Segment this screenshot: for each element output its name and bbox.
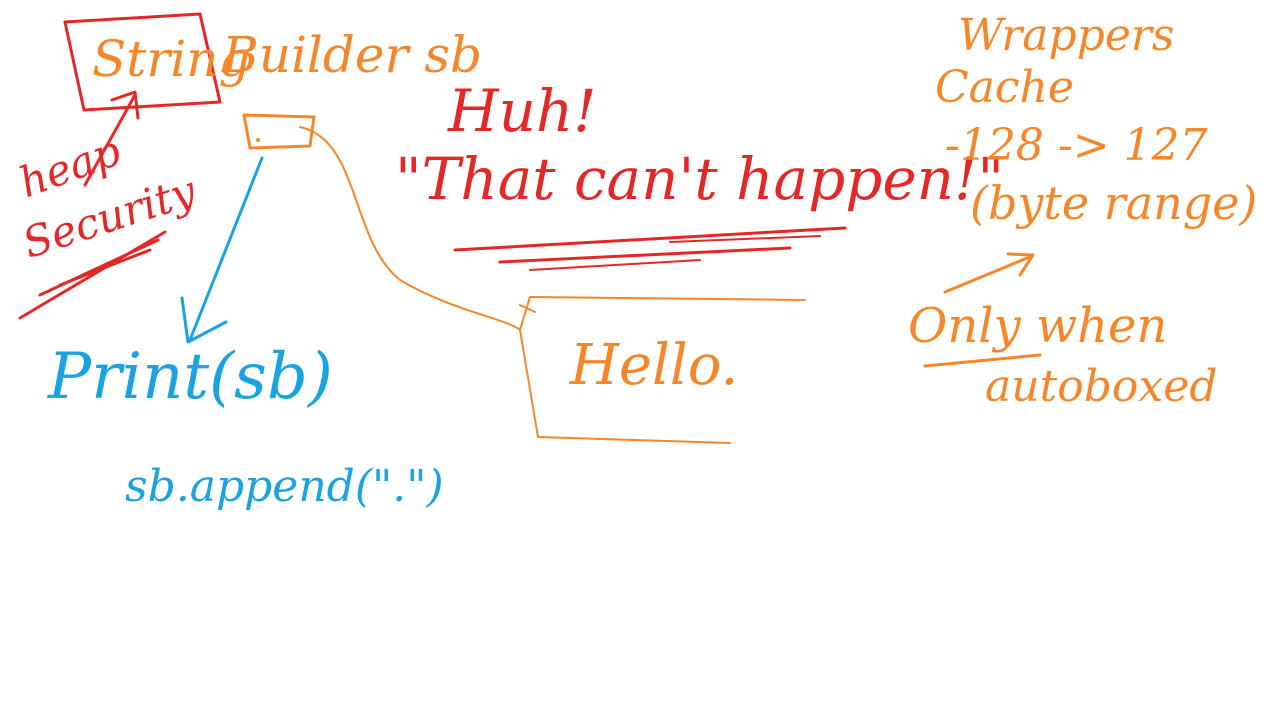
hello-object-text: Hello.	[570, 333, 739, 398]
only-when-label: Only when	[908, 298, 1168, 354]
hello-object-notch	[519, 304, 536, 313]
heap-arrow-head	[110, 90, 140, 120]
builder-variable-text: Builder sb	[222, 26, 482, 84]
print-call: Print(sb)	[48, 340, 333, 414]
security-underline-1	[18, 230, 167, 320]
reference-pointer	[299, 126, 521, 331]
reference-dot	[256, 138, 260, 142]
quote-underline-1	[453, 226, 847, 252]
security-underline-3	[58, 248, 152, 287]
only-underline	[923, 353, 1042, 368]
autoboxed-label: autoboxed	[985, 361, 1218, 412]
quote-underline-3	[529, 259, 701, 271]
byte-range-arrow-head	[1006, 252, 1035, 277]
reference-box	[242, 113, 316, 150]
cant-happen-quote: "That can't happen!"	[395, 145, 1004, 213]
string-type-word: String	[92, 30, 251, 88]
byte-range-note: (byte range)	[970, 176, 1258, 230]
byte-range-arrow	[943, 254, 1034, 294]
quote-underline-2	[498, 246, 792, 264]
hello-object-outline	[519, 296, 806, 444]
cache-range: -128 -> 127	[945, 120, 1208, 171]
quote-underline-4	[669, 235, 821, 243]
wrappers-label: Wrappers	[958, 10, 1175, 61]
pass-arrow	[188, 156, 264, 342]
heap-arrow	[83, 93, 137, 187]
huh-exclamation: Huh!	[448, 77, 597, 145]
cache-label: Cache	[935, 62, 1074, 113]
pass-arrow-head	[180, 296, 228, 344]
append-call: sb.append(".")	[125, 461, 444, 512]
string-highlight-box	[63, 12, 222, 112]
